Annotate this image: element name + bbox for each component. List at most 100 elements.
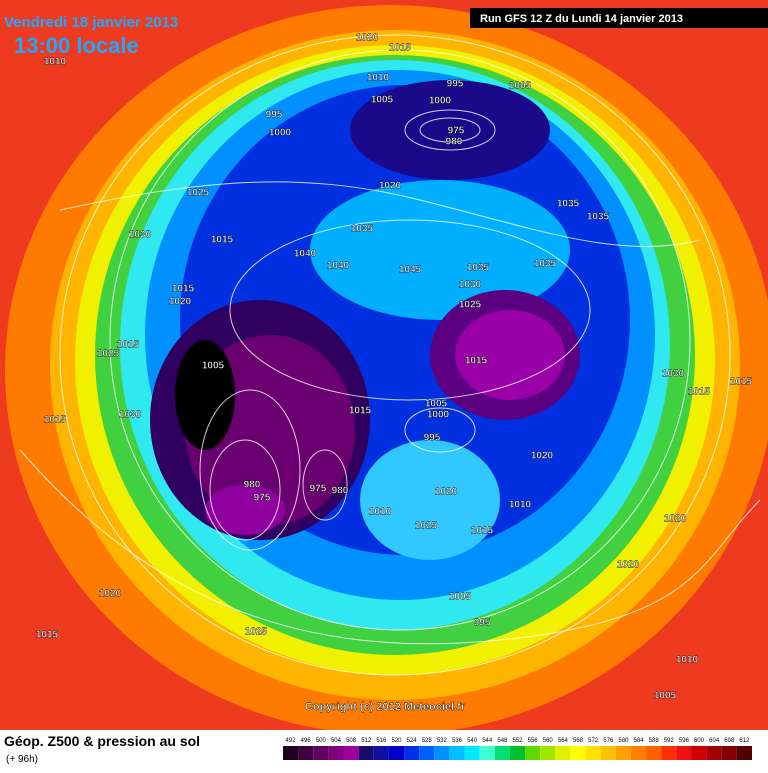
scale-swatch (540, 746, 556, 760)
scale-label: 568 (573, 738, 584, 744)
pressure-label: 1005 (202, 361, 225, 372)
scale-swatch (419, 746, 435, 760)
pressure-label: 1030 (129, 230, 152, 241)
scale-swatch (736, 746, 752, 760)
scale-swatch (600, 746, 616, 760)
scale-swatch (479, 746, 495, 760)
copyright: Copyright (c) 2012 Meteociel.fr (305, 701, 466, 713)
pressure-label: 1035 (557, 199, 580, 210)
isobar (419, 117, 481, 143)
field-purple (455, 310, 565, 400)
scale-swatch (358, 746, 374, 760)
isobar (209, 439, 281, 541)
scale-label: 520 (391, 738, 402, 744)
scale-label: 544 (482, 738, 493, 744)
scale-swatch (555, 746, 571, 760)
scale-label: 612 (739, 738, 750, 744)
isobar (109, 49, 691, 631)
scale-swatch (570, 746, 586, 760)
pressure-labels: 1020 1015 1010 1010 995 1005 1005 1000 995 1000 97… (36, 32, 753, 701)
footer-title: Géop. Z500 & pression au sol (4, 733, 200, 749)
pressure-label: 980 (244, 480, 261, 491)
scale-swatch (706, 746, 722, 760)
field-cyan-blob (310, 180, 570, 320)
scale-swatch (313, 746, 329, 760)
pressure-label: 1015 (465, 356, 488, 367)
scale-label: 532 (437, 738, 448, 744)
pressure-label: 1020 (356, 33, 379, 44)
pressure-label: 1020 (531, 451, 554, 462)
pressure-label: 1020 (379, 181, 402, 192)
scale-label: 524 (407, 738, 418, 744)
scale-label: 536 (452, 738, 463, 744)
pressure-label: 1005 (371, 95, 394, 106)
scale-label: 512 (361, 738, 372, 744)
pressure-label: 1015 (730, 377, 753, 388)
pressure-label: 995 (447, 79, 464, 90)
scale-swatch (661, 746, 677, 760)
isobar (404, 109, 496, 151)
pressure-label: 1010 (367, 73, 390, 84)
scale-swatch (373, 746, 389, 760)
scale-label: 496 (301, 738, 312, 744)
scale-swatch (404, 746, 420, 760)
pressure-label: 975 (254, 493, 271, 504)
scale-swatch (691, 746, 707, 760)
pressure-label: 1015 (117, 340, 140, 351)
pressure-label: 1015 (36, 630, 59, 641)
scale-label: 516 (376, 738, 387, 744)
pressure-label: 1020 (617, 560, 640, 571)
pressure-label: 995 (266, 110, 283, 121)
field-cyan-blob (360, 440, 500, 560)
pressure-label: 1000 (427, 410, 450, 421)
pressure-label: 1015 (44, 415, 67, 426)
scale-label: 608 (724, 738, 735, 744)
scale-label: 560 (543, 738, 554, 744)
pressure-label: 1000 (269, 128, 292, 139)
pressure-label: 1035 (587, 212, 610, 223)
pressure-label: 1025 (97, 349, 120, 360)
scale-swatch (721, 746, 737, 760)
scale-swatch (525, 746, 541, 760)
pressure-label: 1010 (369, 507, 392, 518)
pressure-label: 1000 (429, 96, 452, 107)
pressure-label: 980 (446, 137, 463, 148)
scale-swatch (283, 746, 299, 760)
pressure-label: 1025 (459, 300, 482, 311)
scale-label: 508 (346, 738, 357, 744)
pressure-label: 1025 (187, 188, 210, 199)
scale-label: 592 (664, 738, 675, 744)
time: 13:00 locale (14, 33, 139, 58)
pressure-label: 1025 (415, 521, 438, 532)
scale-label: 572 (588, 738, 599, 744)
pressure-label: 1030 (119, 410, 142, 421)
pressure-label: 1030 (662, 369, 685, 380)
scale-swatch (676, 746, 692, 760)
pressure-label: 975 (448, 126, 465, 137)
scale-label: 564 (558, 738, 569, 744)
scale-swatch (585, 746, 601, 760)
pressure-label: 1040 (327, 261, 350, 272)
scale-swatch (630, 746, 647, 760)
color-scale: 492 496 500 504 508 512 516 520 524 528 532 536 540 5… (283, 738, 752, 760)
footer-lead: (+ 96h) (6, 754, 38, 765)
scale-label: 600 (694, 738, 705, 744)
scale-label: 596 (679, 738, 690, 744)
pressure-label: 1015 (349, 406, 372, 417)
scale-label: 540 (467, 738, 478, 744)
field-darkblue (350, 80, 550, 180)
isobars (19, 34, 761, 676)
pressure-label: 1035 (351, 224, 374, 235)
pressure-label: 1010 (509, 500, 532, 511)
scale-swatch (449, 746, 465, 760)
pressure-label: 1015 (172, 284, 195, 295)
scale-label: 528 (422, 738, 433, 744)
scale-label: 548 (497, 738, 508, 744)
pressure-label: 1020 (99, 589, 122, 600)
pressure-label: 995 (474, 618, 491, 629)
pressure-label: 1010 (676, 655, 699, 666)
scale-swatch (494, 746, 510, 760)
pressure-label: 1025 (245, 627, 268, 638)
